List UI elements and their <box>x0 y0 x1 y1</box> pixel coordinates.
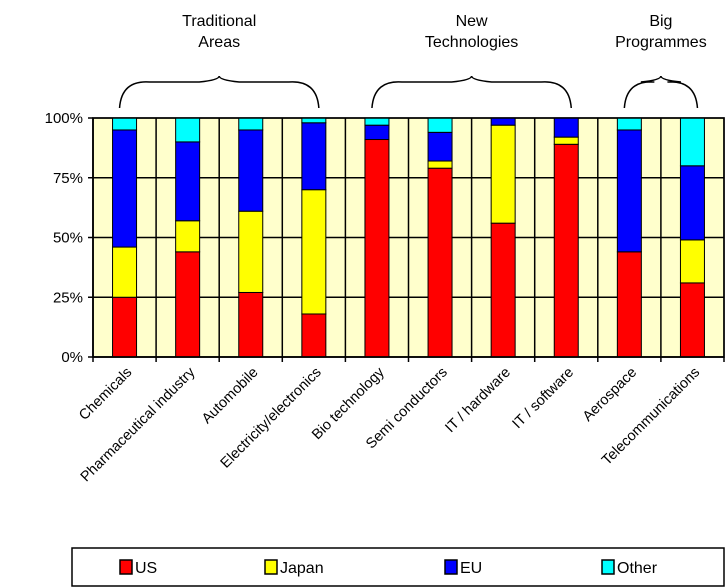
legend-label-other: Other <box>617 560 658 577</box>
bar-eu-4 <box>364 124 390 141</box>
bar-us-9 <box>679 282 705 358</box>
bar-eu-6 <box>490 117 516 126</box>
bar-us-0 <box>112 296 138 358</box>
bar-japan-3 <box>301 189 327 315</box>
bar-eu-1 <box>175 141 201 222</box>
bar-eu-2 <box>238 129 264 212</box>
group-brace <box>623 75 699 109</box>
legend-box <box>71 547 725 587</box>
bar-us-1 <box>175 251 201 358</box>
legend-swatch-other <box>601 559 615 575</box>
bar-japan-0 <box>112 246 138 298</box>
bar-us-6 <box>490 222 516 358</box>
x-category-label: Aerospace <box>580 365 640 425</box>
y-tick-label: 100% <box>45 110 83 127</box>
bar-other-5 <box>427 117 453 133</box>
bar-us-3 <box>301 313 327 358</box>
bar-other-8 <box>616 117 642 131</box>
x-category-label: Automobile <box>199 365 262 428</box>
y-tick-label: 75% <box>53 170 83 187</box>
x-category-label: Chemicals <box>76 365 135 424</box>
legend-swatch-us <box>119 559 133 575</box>
x-category-label: IT / hardware <box>442 365 514 437</box>
group-label: Programmes <box>615 34 707 51</box>
bar-us-8 <box>616 251 642 358</box>
bar-japan-9 <box>679 239 705 284</box>
group-label: Traditional <box>182 13 256 30</box>
plot-area <box>92 117 725 358</box>
bar-other-1 <box>175 117 201 143</box>
bar-eu-7 <box>553 117 579 138</box>
group-label: New <box>456 13 488 30</box>
group-label: Technologies <box>425 34 518 51</box>
bar-eu-8 <box>616 129 642 253</box>
bar-other-0 <box>112 117 138 131</box>
y-tick-label: 25% <box>53 289 83 306</box>
y-axis: 0% 25% 50% 75% 100% <box>45 110 94 366</box>
legend: US Japan EU Other <box>71 547 725 587</box>
bar-japan-6 <box>490 124 516 224</box>
bar-other-2 <box>238 117 264 131</box>
y-tick-label: 0% <box>61 349 83 366</box>
bar-us-5 <box>427 167 453 358</box>
bar-japan-1 <box>175 220 201 253</box>
bar-other-9 <box>679 117 705 167</box>
group-brace <box>371 75 572 109</box>
legend-swatch-eu <box>444 559 458 575</box>
group-label: Big <box>649 13 672 30</box>
bar-japan-5 <box>427 160 453 169</box>
bar-japan-2 <box>238 210 264 293</box>
group-brace <box>118 75 320 109</box>
y-tick-label: 50% <box>53 230 83 247</box>
bar-us-2 <box>238 291 264 358</box>
bar-japan-7 <box>553 136 579 145</box>
x-category-label: Pharmaceutical industry <box>78 364 199 485</box>
legend-label-japan: Japan <box>280 560 324 577</box>
bar-us-4 <box>364 139 390 358</box>
bar-eu-9 <box>679 165 705 241</box>
bar-eu-3 <box>301 122 327 191</box>
group-label: Areas <box>198 34 240 51</box>
legend-label-eu: EU <box>460 560 482 577</box>
group-labels: Traditional Areas New Technologies Big Progra… <box>118 13 707 109</box>
bar-eu-5 <box>427 131 453 162</box>
legend-swatch-japan <box>264 559 278 575</box>
bar-eu-0 <box>112 129 138 248</box>
bar-us-7 <box>553 143 579 358</box>
x-category-label: IT / software <box>510 365 578 433</box>
bar-other-4 <box>364 117 390 126</box>
legend-label-us: US <box>135 560 157 577</box>
